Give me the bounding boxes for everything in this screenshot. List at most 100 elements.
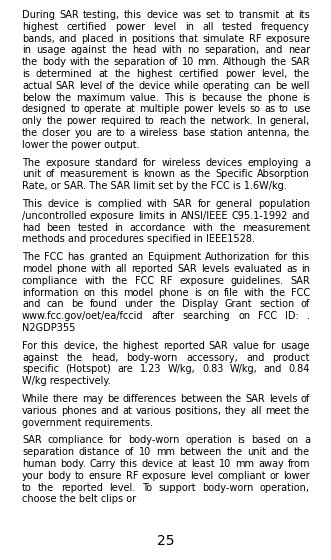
Text: be: be [275, 81, 287, 91]
Text: the: the [47, 116, 63, 126]
Text: body-worn: body-worn [126, 353, 178, 363]
Text: the: the [226, 447, 243, 457]
Text: exposure: exposure [45, 157, 90, 167]
Text: all: all [250, 406, 262, 416]
Text: specific: specific [22, 365, 59, 375]
Text: 0.84: 0.84 [289, 365, 310, 375]
Text: this: this [41, 341, 59, 351]
Text: device: device [142, 459, 174, 469]
Text: Authorization: Authorization [205, 252, 270, 262]
Text: to: to [145, 116, 155, 126]
Text: this: this [120, 459, 138, 469]
Text: 10: 10 [139, 447, 151, 457]
Text: 10: 10 [182, 57, 194, 67]
Text: reported: reported [163, 341, 205, 351]
Text: operation,: operation, [260, 483, 310, 493]
Text: only: only [22, 116, 43, 126]
Text: SAR: SAR [56, 81, 75, 91]
Text: body-worn: body-worn [202, 483, 254, 493]
Text: with: with [192, 223, 213, 232]
Text: the: the [22, 57, 38, 67]
Text: power: power [67, 116, 97, 126]
Text: level: level [154, 22, 177, 32]
Text: in: in [185, 22, 194, 32]
Text: 1.23: 1.23 [140, 365, 161, 375]
Text: section: section [259, 300, 294, 310]
Text: employing: employing [248, 157, 299, 167]
Text: that: that [178, 34, 199, 44]
Text: model: model [22, 264, 52, 274]
Text: and: and [22, 300, 40, 310]
Text: bands,: bands, [22, 34, 55, 44]
Text: phone: phone [56, 264, 87, 274]
Text: the: the [270, 57, 287, 67]
Text: SAR: SAR [22, 436, 42, 445]
Text: meet: meet [265, 406, 291, 416]
Text: Display: Display [182, 300, 218, 310]
Text: the: the [226, 394, 242, 404]
Text: for: for [275, 252, 288, 262]
Text: on: on [83, 288, 95, 297]
Text: and: and [59, 34, 77, 44]
Text: FCC: FCC [291, 288, 310, 297]
Text: file: file [224, 288, 239, 297]
Text: on: on [207, 288, 219, 297]
Text: body: body [42, 57, 66, 67]
Text: are: are [118, 365, 133, 375]
Text: the: the [55, 92, 71, 102]
Text: levels: levels [269, 394, 297, 404]
Text: there: there [53, 394, 79, 404]
Text: human: human [22, 459, 56, 469]
Text: reported: reported [61, 483, 103, 493]
Text: devices: devices [206, 157, 243, 167]
Text: unit: unit [22, 170, 41, 179]
Text: transmit: transmit [239, 10, 280, 20]
Text: FCC: FCC [44, 252, 63, 262]
Text: device: device [138, 81, 170, 91]
Text: as: as [179, 170, 190, 179]
Text: use: use [293, 104, 310, 114]
Text: the: the [294, 447, 310, 457]
Text: government requirements.: government requirements. [22, 418, 153, 428]
Text: SAR: SAR [59, 10, 79, 20]
Text: can: can [254, 81, 271, 91]
Text: This: This [22, 199, 42, 209]
Text: and: and [264, 45, 283, 55]
Text: and: and [100, 406, 119, 416]
Text: to: to [279, 104, 289, 114]
Text: choose the belt clips or: choose the belt clips or [22, 494, 136, 505]
Text: between: between [179, 447, 222, 457]
Text: all: all [116, 264, 127, 274]
Text: Specific: Specific [215, 170, 253, 179]
Text: the: the [294, 128, 310, 138]
Text: compliant: compliant [217, 471, 266, 481]
Text: required: required [101, 116, 141, 126]
Text: The: The [22, 252, 40, 262]
Text: positions,: positions, [174, 406, 221, 416]
Text: closer: closer [42, 128, 71, 138]
Text: known: known [143, 170, 175, 179]
Text: an: an [131, 252, 144, 262]
Text: methods and procedures specified in IEEE1528.: methods and procedures specified in IEEE… [22, 235, 255, 244]
Text: lower the power output.: lower the power output. [22, 140, 140, 150]
Text: W/kg respectively.: W/kg respectively. [22, 376, 111, 386]
Text: level: level [79, 81, 102, 91]
Text: and: and [292, 211, 310, 221]
Text: highest: highest [137, 69, 173, 79]
Text: Although: Although [223, 57, 267, 67]
Text: 10: 10 [219, 459, 231, 469]
Text: RF: RF [126, 471, 138, 481]
Text: lower: lower [283, 471, 310, 481]
Text: Equipment: Equipment [148, 252, 201, 262]
Text: be: be [107, 394, 119, 404]
Text: This: This [164, 92, 184, 102]
Text: and: and [246, 353, 264, 363]
Text: support: support [158, 483, 196, 493]
Text: been: been [47, 223, 71, 232]
Text: operate: operate [84, 104, 122, 114]
Text: value: value [232, 341, 259, 351]
Text: phones: phones [61, 406, 97, 416]
Text: multiple: multiple [139, 104, 179, 114]
Text: simulate: simulate [203, 34, 245, 44]
Text: RF: RF [249, 34, 261, 44]
